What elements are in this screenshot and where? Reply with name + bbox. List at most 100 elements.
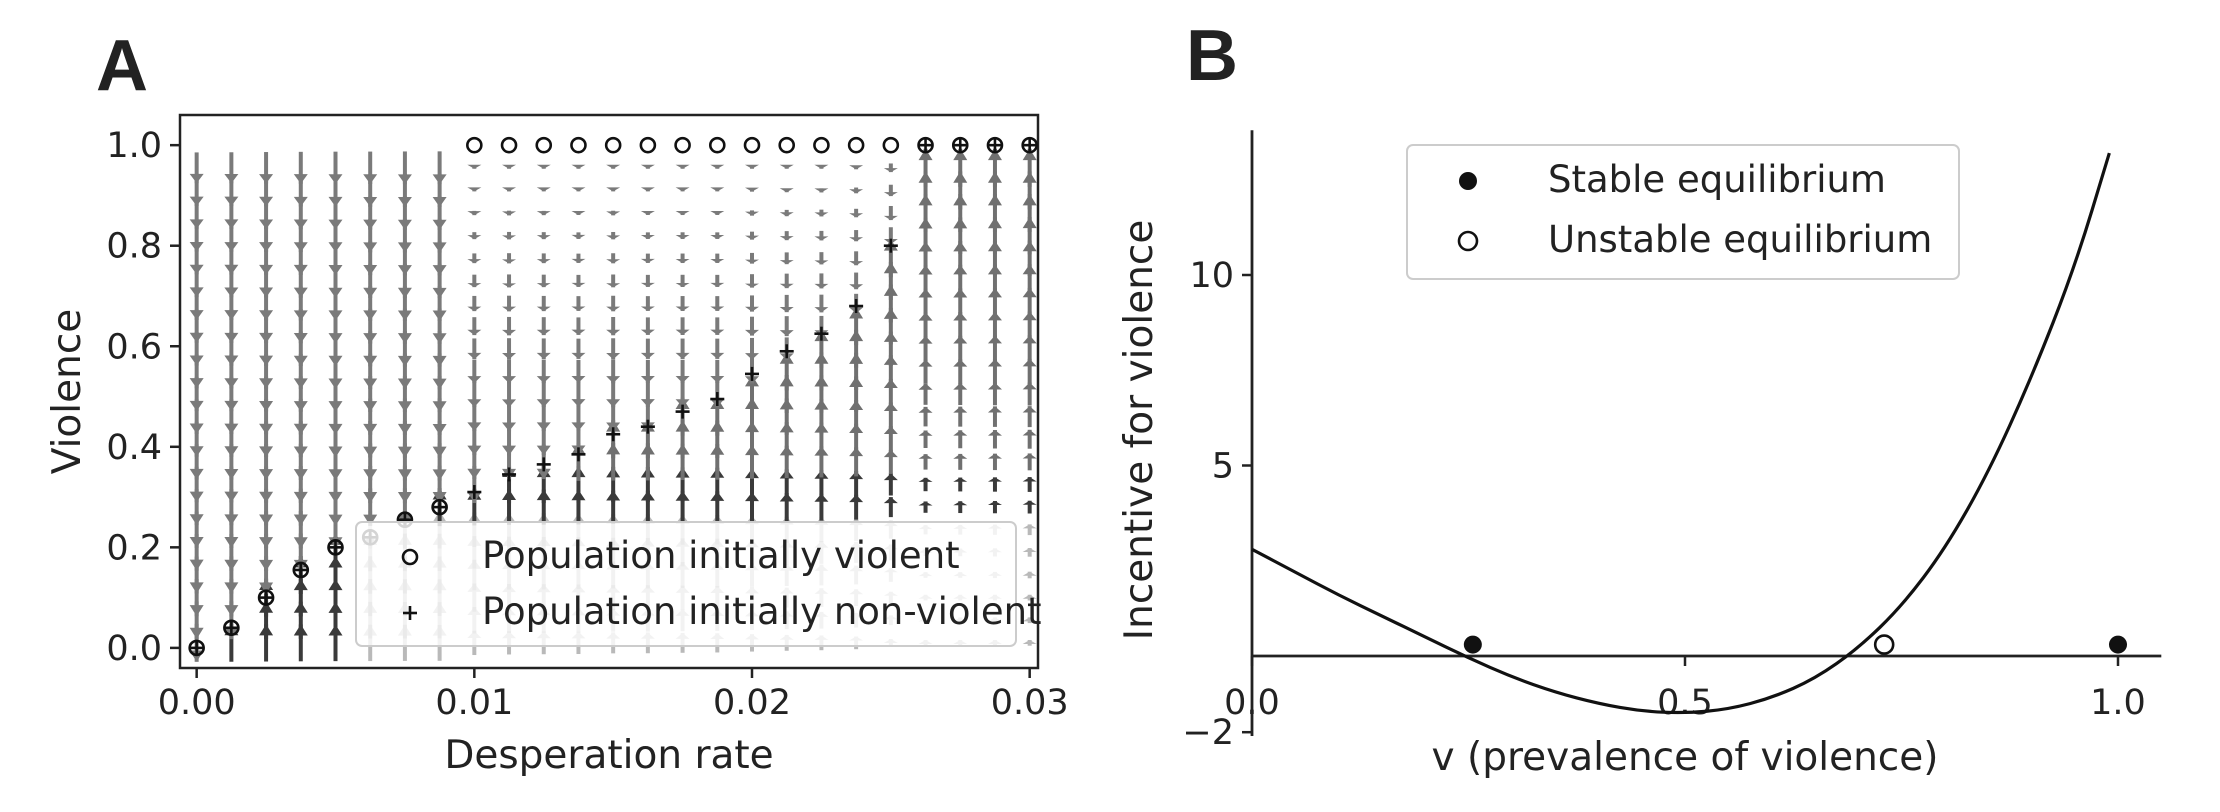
quiver-arrow (502, 380, 517, 408)
quiver-head (536, 422, 551, 432)
quiver-head (571, 306, 586, 311)
quiver-head (224, 605, 239, 617)
quiver-head (328, 219, 343, 230)
quiver-head (432, 355, 447, 367)
quiver-head (224, 242, 239, 252)
quiver-head (536, 187, 551, 192)
quiver-head (502, 306, 517, 312)
quiver-head (883, 215, 898, 221)
violent-point (882, 136, 900, 154)
quiver-arrow (987, 453, 1002, 471)
quiver-arrow (849, 187, 864, 194)
quiver-head (987, 382, 1002, 390)
chart-b-incentive-plot: 0.0 0.5 1.0 −2 5 10 v (prevalence of violence)… (1117, 130, 2162, 780)
quiver-head (293, 333, 308, 344)
quiver-head (571, 187, 586, 192)
panel-b-letter: B (1186, 16, 1238, 96)
quiver-head (293, 310, 308, 321)
quiver-head (502, 187, 517, 192)
nonviolent-point (849, 299, 864, 314)
quiver-head (293, 514, 308, 526)
quiver-head (1022, 382, 1037, 390)
quiver-arrow (814, 209, 829, 217)
quiver-head (502, 445, 517, 456)
quiver-arrow (849, 494, 864, 520)
quiver-arrow (710, 210, 725, 215)
quiver-arrow (953, 359, 968, 384)
quiver-head (883, 192, 898, 197)
quiver-arrow (918, 406, 933, 427)
quiver-head (397, 265, 412, 276)
quiver-arrow (918, 359, 933, 384)
quiver-arrow (606, 338, 621, 360)
legend-stable-marker (1459, 172, 1477, 190)
quiver-head (502, 376, 517, 384)
chart-a-legend: Population initially violent Population i… (355, 521, 1042, 647)
quiver-head (224, 378, 239, 389)
quiver-head (432, 287, 447, 299)
x-tick-label: 0.01 (435, 683, 513, 723)
quiver-arrow (502, 253, 517, 264)
quiver-head (1022, 524, 1037, 529)
quiver-arrow (467, 317, 482, 336)
quiver-arrow (745, 187, 759, 192)
quiver-arrow (883, 497, 898, 518)
quiver-head (814, 307, 829, 313)
quiver-head (189, 378, 204, 389)
quiver-arrow (987, 382, 1002, 406)
quiver-head (918, 454, 933, 459)
violent-point (466, 136, 483, 154)
quiver-head (259, 469, 274, 480)
quiver-arrow (606, 274, 621, 288)
quiver-head (710, 258, 725, 263)
quiver-head (189, 332, 204, 343)
quiver-head (224, 582, 239, 594)
quiver-head (536, 329, 551, 336)
quiver-head (189, 287, 204, 298)
quiver-arrow (606, 317, 621, 336)
quiver-arrow (640, 317, 655, 335)
quiver-arrow (1022, 429, 1037, 449)
quiver-head (259, 514, 274, 526)
quiver-arrow (606, 210, 621, 216)
quiver-head (883, 449, 898, 458)
quiver-head (189, 536, 204, 548)
quiver-head (189, 219, 204, 229)
quiver-head (987, 453, 1002, 459)
quiver-arrow (571, 296, 586, 311)
violent-point (778, 136, 796, 154)
quiver-head (224, 559, 239, 571)
quiver-head (328, 287, 343, 298)
quiver-arrow (918, 477, 933, 492)
quiver-head (293, 242, 308, 253)
quiver-arrow (536, 232, 551, 240)
quiver-head (189, 559, 204, 571)
quiver-head (675, 306, 690, 311)
quiver-arrow (814, 273, 829, 289)
quiver-arrow (606, 164, 621, 169)
quiver-arrow (849, 251, 864, 266)
quiver-arrow (640, 359, 655, 383)
quiver-head (675, 211, 690, 216)
quiver-head (918, 477, 933, 482)
quiver-head (224, 196, 239, 207)
quiver-head (467, 422, 482, 432)
quiver-head (224, 468, 239, 480)
quiver-arrow (606, 359, 621, 384)
quiver-head (536, 211, 551, 216)
quiver-head (953, 501, 968, 506)
quiver-head (432, 423, 447, 435)
quiver-arrow (640, 210, 655, 215)
quiver-head (710, 164, 725, 169)
quiver-arrow (571, 359, 586, 383)
quiver-head (224, 446, 239, 457)
quiver-head (189, 310, 204, 320)
quiver-head (849, 213, 864, 218)
quiver-head (814, 212, 829, 217)
quiver-head (536, 352, 551, 360)
quiver-head (293, 491, 308, 503)
y-tick-label: 0.6 (106, 327, 162, 367)
quiver-arrow (536, 380, 551, 408)
quiver-arrow (536, 187, 551, 192)
quiver-head (467, 187, 482, 192)
